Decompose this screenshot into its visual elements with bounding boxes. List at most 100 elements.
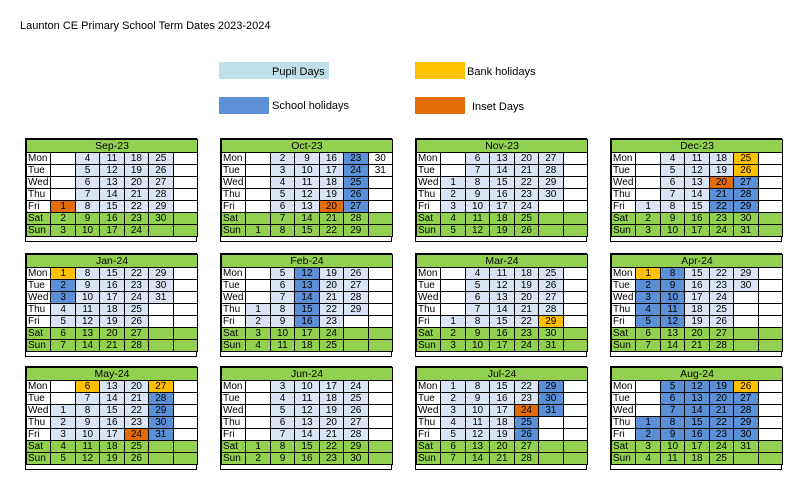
day-row: Wed 5 12 19 26	[220, 404, 394, 417]
day-label: Sun	[220, 224, 247, 237]
day-row: Wed 6 13 20 27	[415, 291, 589, 304]
date-cell: 27	[733, 176, 759, 189]
date-cell	[245, 392, 271, 405]
date-cell: 5	[464, 279, 491, 292]
date-cell: 4	[635, 452, 661, 465]
date-cell: 21	[318, 428, 345, 441]
date-cell: 23	[123, 416, 150, 429]
date-cell	[562, 267, 589, 280]
document-title: Launton CE Primary School Term Dates 202…	[20, 20, 271, 32]
date-cell: 5	[659, 380, 686, 393]
date-cell: 8	[269, 303, 296, 316]
date-cell	[172, 416, 199, 429]
date-cell: 28	[733, 404, 759, 417]
date-cell: 18	[708, 152, 735, 165]
month-title: Oct-23	[221, 139, 393, 153]
day-row: Tue 2 9 16 23 30	[25, 279, 199, 292]
date-cell	[440, 303, 466, 316]
date-cell: 27	[123, 327, 150, 340]
day-label: Thu	[25, 188, 52, 201]
date-cell	[172, 267, 199, 280]
day-label: Sun	[610, 339, 637, 352]
date-cell	[245, 291, 271, 304]
date-cell: 18	[294, 339, 320, 352]
date-cell: 15	[99, 267, 125, 280]
date-cell: 19	[489, 224, 515, 237]
month-title: Dec-23	[611, 139, 783, 153]
date-cell: 19	[708, 164, 735, 177]
date-cell: 1	[440, 380, 466, 393]
date-cell	[733, 303, 759, 316]
date-cell: 13	[99, 380, 125, 393]
day-row: Mon 1 8 15 22 29	[610, 267, 784, 280]
date-cell: 17	[318, 164, 345, 177]
date-cell	[757, 164, 784, 177]
date-cell	[50, 188, 76, 201]
date-cell: 9	[659, 428, 686, 441]
date-cell: 4	[245, 339, 271, 352]
day-label: Fri	[415, 200, 442, 213]
date-cell: 17	[99, 428, 125, 441]
date-cell: 10	[464, 339, 491, 352]
date-cell: 12	[294, 188, 320, 201]
day-row: Mon 6 13 20 27	[415, 152, 589, 165]
date-cell: 25	[123, 440, 150, 453]
date-cell: 26	[343, 267, 369, 280]
day-label: Sat	[25, 440, 52, 453]
date-cell: 6	[74, 176, 101, 189]
date-cell: 28	[733, 188, 759, 201]
date-cell: 20	[123, 380, 150, 393]
date-cell	[562, 392, 589, 405]
date-cell: 2	[50, 279, 76, 292]
date-cell: 25	[123, 303, 150, 316]
date-cell: 12	[74, 315, 101, 328]
day-label: Mon	[610, 152, 637, 165]
date-cell: 2	[635, 212, 661, 225]
date-cell: 19	[318, 188, 345, 201]
date-cell: 12	[294, 404, 320, 417]
date-cell	[538, 224, 564, 237]
day-row: Sat 6 13 20 27	[415, 440, 589, 453]
date-cell: 2	[245, 315, 271, 328]
date-cell	[635, 380, 661, 393]
date-cell: 19	[489, 428, 515, 441]
date-cell: 3	[440, 404, 466, 417]
month-calendar: Sep-23 Mon 4 11 18 25 Tue 5 12 19 26 Wed 6 13 20 27 Thu 7…	[25, 138, 199, 242]
date-cell: 15	[489, 380, 515, 393]
date-cell: 25	[343, 176, 369, 189]
date-cell: 23	[123, 212, 150, 225]
date-cell	[148, 224, 174, 237]
date-cell: 27	[733, 392, 759, 405]
date-cell	[538, 212, 564, 225]
date-cell: 23	[513, 327, 540, 340]
date-cell	[367, 380, 394, 393]
date-cell: 14	[294, 428, 320, 441]
date-cell: 5	[50, 452, 76, 465]
date-cell: 4	[50, 303, 76, 316]
date-cell: 1	[245, 303, 271, 316]
date-cell: 2	[50, 212, 76, 225]
date-cell	[733, 339, 759, 352]
date-cell	[367, 200, 394, 213]
day-label: Thu	[220, 188, 247, 201]
day-row: Thu 1 8 15 22 29	[610, 416, 784, 429]
date-cell: 7	[74, 188, 101, 201]
date-cell	[562, 380, 589, 393]
month-title: Jan-24	[26, 254, 198, 268]
date-cell: 13	[99, 176, 125, 189]
date-cell: 19	[318, 267, 345, 280]
day-row: Sun 2 9 16 23 30	[220, 452, 394, 465]
date-cell	[148, 440, 174, 453]
date-cell: 17	[489, 339, 515, 352]
day-label: Sun	[415, 339, 442, 352]
date-cell: 28	[343, 291, 369, 304]
date-cell: 13	[294, 279, 320, 292]
legend-swatch-inset-days	[415, 97, 465, 114]
date-cell: 8	[74, 404, 101, 417]
date-cell: 31	[148, 291, 174, 304]
day-row: Thu 4 11 18 25	[25, 303, 199, 316]
date-cell	[245, 428, 271, 441]
date-cell: 16	[489, 188, 515, 201]
day-row: Thu 6 13 20 27	[220, 416, 394, 429]
day-label: Tue	[415, 164, 442, 177]
